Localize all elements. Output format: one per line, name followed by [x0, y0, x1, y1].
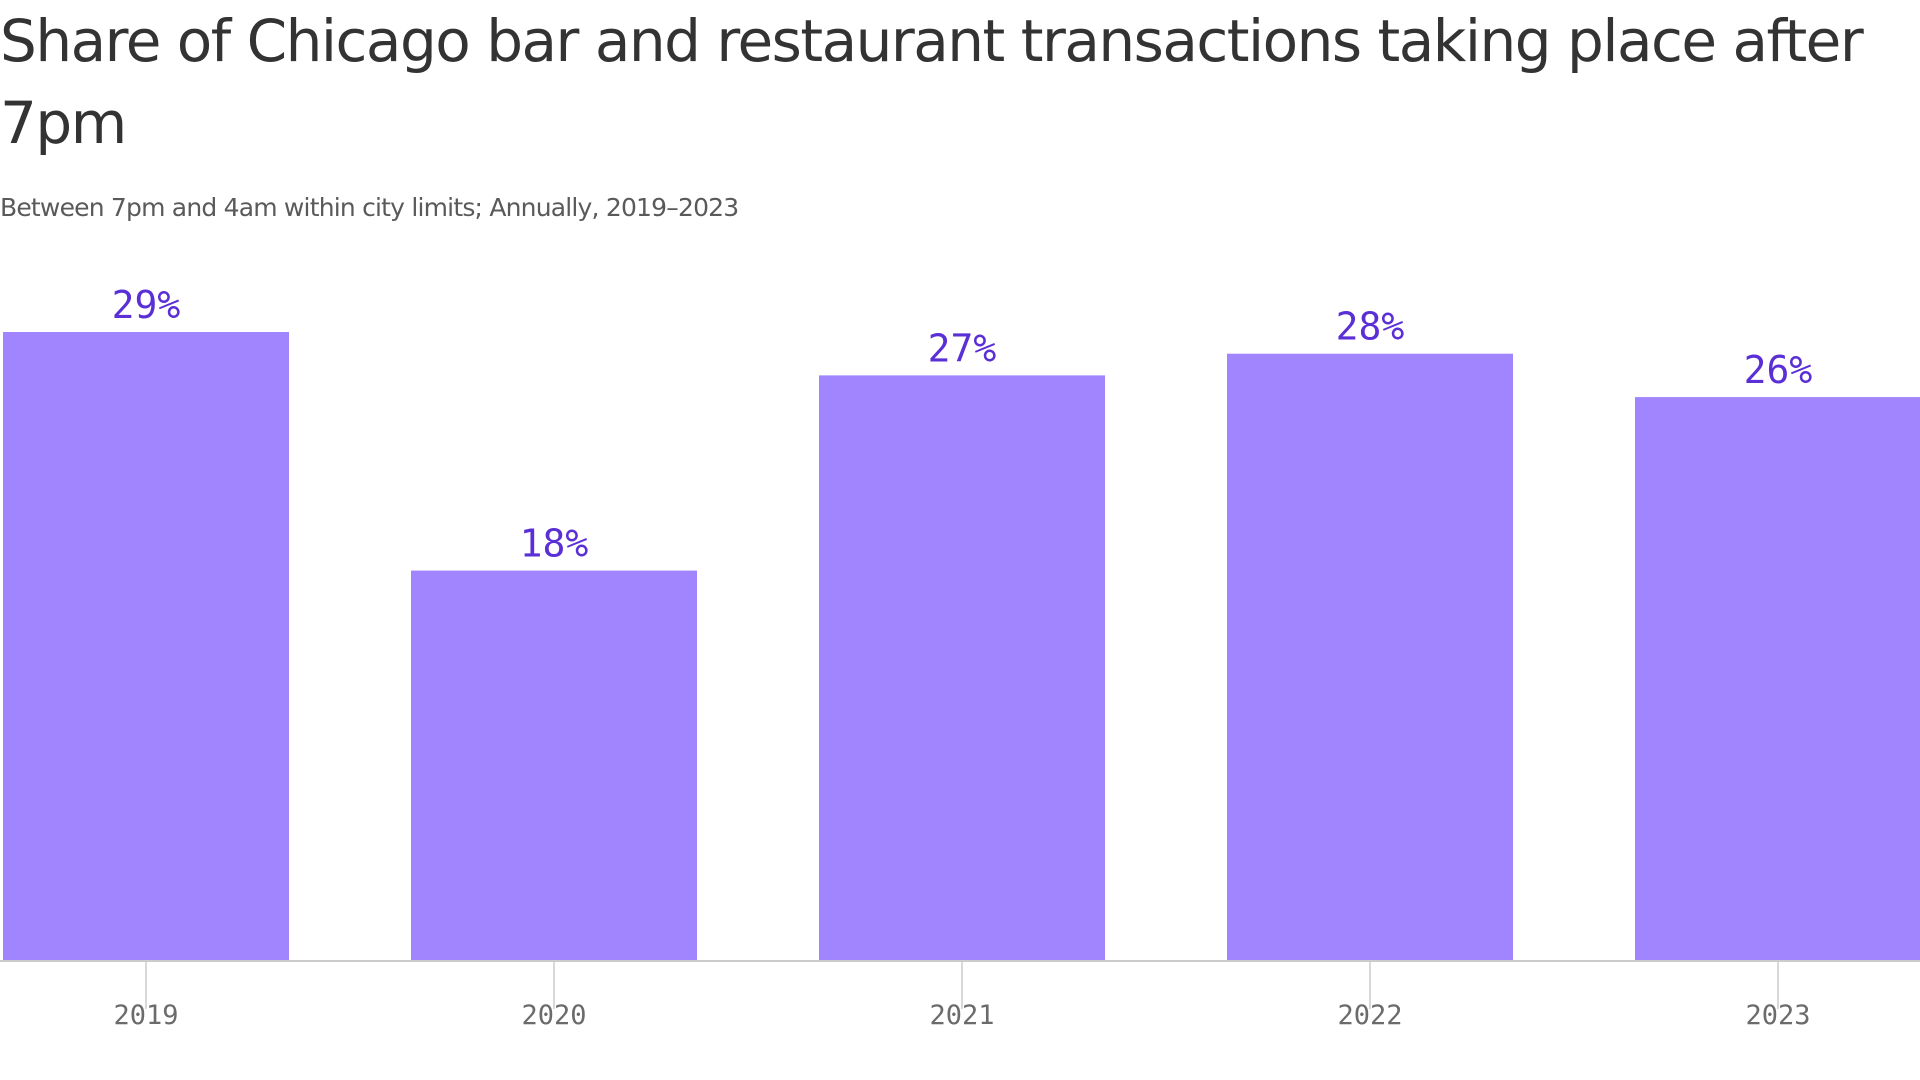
x-tick-label-2023: 2023	[1745, 1000, 1810, 1031]
bar-value-label-2021: 27%	[928, 326, 997, 370]
x-tick-label-2019: 2019	[113, 1000, 178, 1031]
bar-value-label-2019: 29%	[112, 283, 181, 327]
x-tick-label-2021: 2021	[929, 1000, 994, 1031]
bar-2023	[1635, 397, 1920, 961]
x-tick-label-2022: 2022	[1337, 1000, 1402, 1031]
bar-2022	[1227, 353, 1513, 961]
bar-value-label-2020: 18%	[520, 522, 589, 566]
bar-2019	[3, 332, 289, 961]
bar-value-label-2022: 28%	[1336, 305, 1405, 349]
x-tick-label-2020: 2020	[521, 1000, 586, 1031]
bar-2021	[819, 375, 1105, 962]
chart-title: Share of Chicago bar and restaurant tran…	[0, 7, 1864, 157]
chart-subtitle: Between 7pm and 4am within city limits; …	[0, 193, 739, 222]
bar-2020	[411, 570, 697, 961]
bar-value-label-2023: 26%	[1744, 348, 1813, 392]
